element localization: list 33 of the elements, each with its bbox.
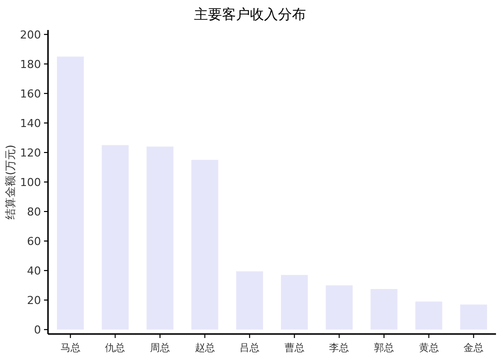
y-tick-label: 140: [20, 116, 41, 130]
x-tick-label: 赵总: [194, 342, 215, 354]
bar: [102, 145, 129, 330]
x-tick-label: 金总: [464, 342, 484, 354]
x-tick-label: 黄总: [418, 342, 439, 354]
bar: [370, 288, 398, 330]
y-tick-label: 100: [20, 176, 41, 189]
bar: [415, 302, 442, 330]
x-tick-label: 吕总: [240, 342, 260, 354]
y-tick-label: 180: [20, 58, 41, 71]
y-tick-label: 40: [27, 264, 41, 278]
bar: [326, 285, 353, 330]
chart-title: 主要客户收入分布: [194, 7, 306, 23]
x-tick-label: 马总: [60, 342, 80, 354]
x-tick-label: 仇总: [105, 342, 126, 354]
bar: [146, 146, 174, 330]
y-tick-label: 80: [27, 206, 41, 219]
x-tick-label: 曹总: [284, 342, 304, 354]
bar: [191, 160, 218, 330]
y-tick-label: 60: [27, 235, 41, 248]
y-axis-title: 结算金额(万元): [4, 144, 17, 220]
y-tick-label: 0: [34, 324, 41, 337]
y-tick-label: 120: [20, 146, 41, 160]
x-tick-label: 李总: [329, 342, 350, 354]
x-tick-label: 周总: [150, 342, 170, 354]
y-tick-label: 160: [20, 87, 41, 100]
y-tick-label: 20: [27, 294, 41, 308]
bar: [280, 274, 308, 330]
x-tick-label: 郭总: [374, 342, 394, 354]
bar: [460, 304, 488, 330]
bar: [56, 56, 84, 330]
bar: [236, 271, 264, 330]
y-tick-label: 200: [20, 28, 41, 42]
